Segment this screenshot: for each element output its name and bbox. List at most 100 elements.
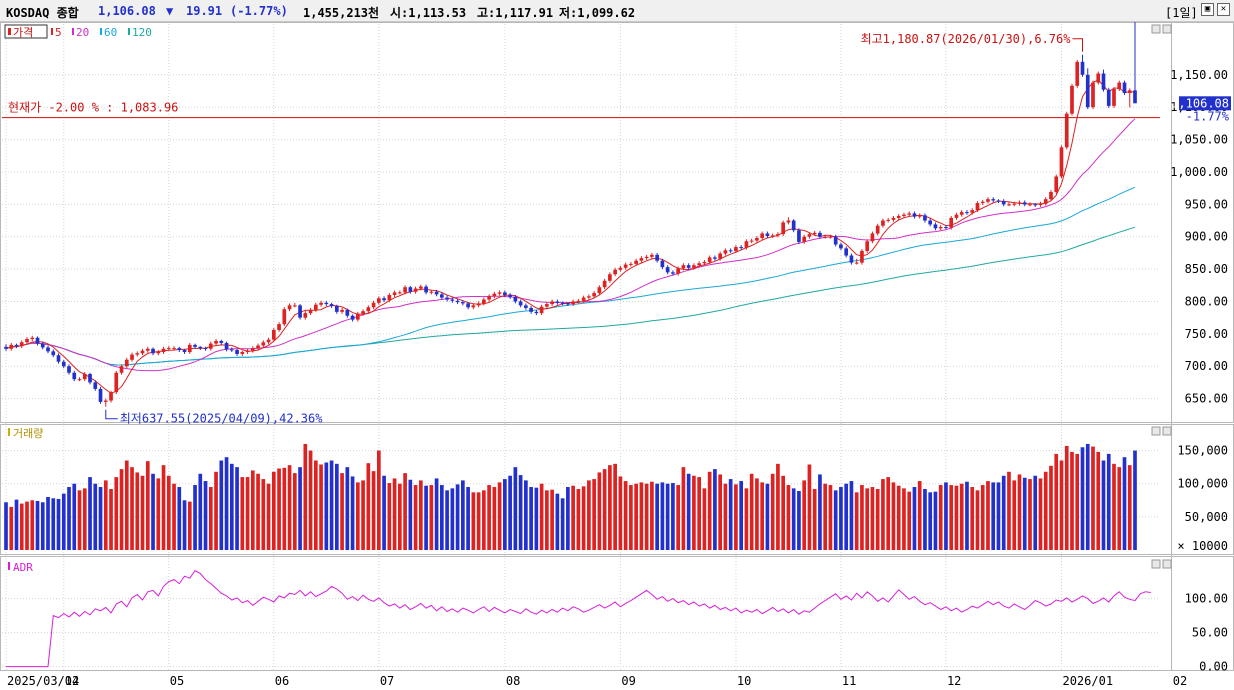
candle-body [980, 201, 985, 204]
candle [812, 230, 817, 237]
maximize-icon[interactable]: ▣ [1201, 3, 1214, 16]
volume-bar [881, 479, 885, 550]
candle [298, 304, 302, 320]
candle [203, 346, 208, 351]
volume-bar [497, 482, 502, 550]
candle-body [865, 241, 870, 251]
candle [524, 303, 528, 310]
volume-bar [461, 480, 465, 550]
period-selector[interactable]: [1일] [1165, 6, 1198, 20]
volume-bar [261, 479, 266, 550]
candle [576, 298, 581, 304]
candle [844, 246, 849, 258]
volume-bar [1012, 480, 1017, 550]
volume-bar [466, 487, 470, 550]
candle-body [765, 233, 770, 237]
volume-bar [308, 450, 313, 550]
candle-body [833, 236, 838, 245]
candle [891, 215, 896, 222]
candle-body [938, 227, 943, 229]
price-tick-label: 1,000.00 [1170, 165, 1228, 179]
volume-tick-label: 150,000 [1177, 444, 1228, 458]
volume-bar [749, 473, 754, 550]
candle [193, 343, 197, 349]
adr-panel-frame [0, 556, 1234, 671]
volume-bar [355, 482, 360, 550]
candle [707, 255, 712, 264]
candle-body [419, 286, 423, 289]
candle [587, 294, 591, 300]
volume-bar [823, 483, 828, 550]
candle [907, 211, 912, 217]
candle-body [172, 348, 176, 350]
candle-body [639, 258, 644, 261]
candle-body [361, 311, 365, 314]
candle-body [1043, 199, 1048, 204]
volume-bar [445, 490, 449, 550]
legend-marker [8, 562, 10, 570]
candle-body [187, 344, 192, 352]
candle-body [875, 225, 880, 234]
panel-control-button[interactable] [1151, 559, 1161, 569]
panel-control-button[interactable] [1162, 24, 1172, 34]
volume-bar [1127, 465, 1132, 550]
candle-body [98, 388, 103, 402]
volume-bar [870, 487, 875, 550]
volume-bar [938, 485, 943, 550]
low-value: 저:1,099.62 [559, 6, 636, 20]
volume-bar [802, 480, 807, 550]
volume-bar [928, 492, 933, 550]
candle-body [702, 261, 707, 264]
candle-body [970, 210, 975, 213]
candle [382, 296, 386, 303]
volume-bar [25, 501, 29, 550]
volume-bar [1043, 471, 1048, 550]
volume-bar [140, 475, 145, 550]
candle-body [240, 351, 245, 354]
candle-body [959, 212, 964, 215]
volume-bar [182, 500, 187, 550]
close-icon[interactable]: ✕ [1217, 3, 1230, 16]
volume-bar [587, 480, 591, 550]
volume-bar [408, 479, 413, 550]
volume-bar [592, 479, 596, 550]
panel-control-button[interactable] [1162, 559, 1172, 569]
panel-control-button[interactable] [1151, 426, 1161, 436]
candle [1028, 202, 1032, 207]
volume-bar [781, 475, 786, 550]
volume-bar [376, 450, 381, 550]
panel-control-button[interactable] [1162, 426, 1172, 436]
candle-body [334, 306, 339, 312]
volume-bar [1007, 471, 1011, 550]
candle [455, 298, 460, 305]
candle-body [4, 346, 8, 349]
price-tag-percent: -1.77% [1186, 109, 1230, 123]
candle [429, 289, 434, 295]
candle [702, 260, 707, 266]
candle [697, 261, 701, 268]
candle [340, 307, 344, 314]
volume-bar [109, 489, 113, 550]
panel-control-button[interactable] [1151, 24, 1161, 34]
candle [345, 308, 350, 318]
volume-bar [1038, 478, 1043, 550]
volume-bar [776, 463, 780, 550]
volume-bar [429, 485, 434, 550]
candle-body [728, 250, 733, 252]
candle [371, 300, 376, 310]
candle [650, 252, 654, 259]
volume-bar [676, 485, 680, 550]
candle-body [46, 347, 50, 352]
candle [156, 350, 161, 356]
volume-bar [613, 463, 617, 550]
candle [571, 299, 575, 307]
candle [944, 225, 948, 230]
candle-body [145, 348, 150, 351]
volume-bar [235, 467, 239, 550]
candle-body [1001, 201, 1006, 205]
volume-bar [1049, 465, 1053, 550]
volume-bar [88, 477, 92, 550]
candle [1012, 201, 1017, 207]
candle [618, 265, 623, 272]
candle-body [828, 236, 833, 238]
